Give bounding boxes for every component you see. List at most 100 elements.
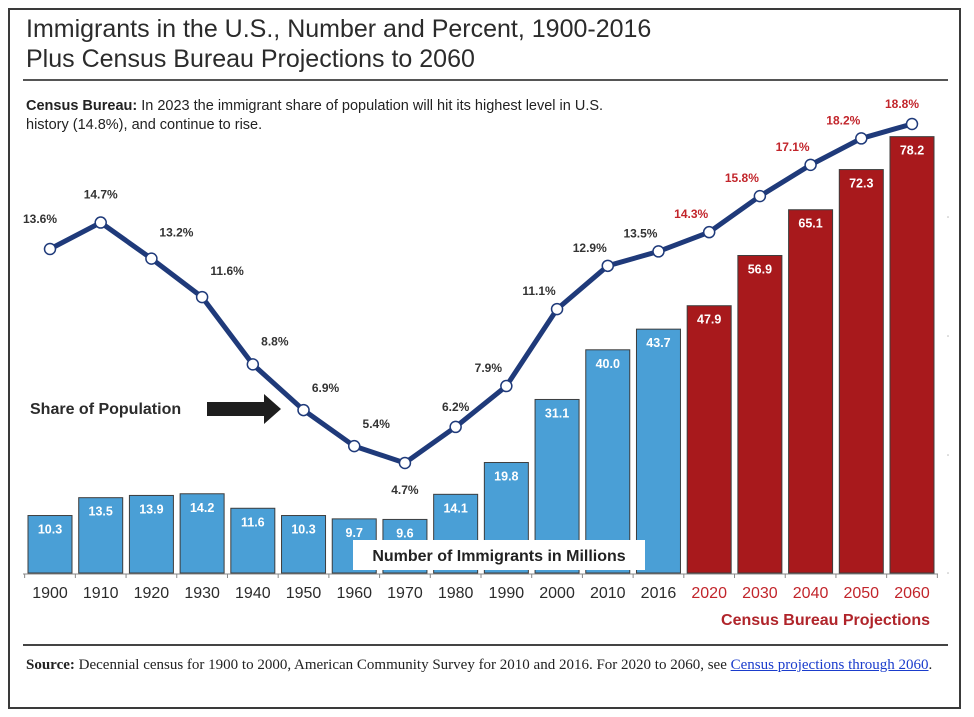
- bar-1940: [230, 507, 276, 574]
- share-point-1960: [347, 439, 361, 453]
- x-tick-label-2050: 2050: [843, 585, 879, 602]
- census-projections-link[interactable]: Census projections through 2060: [730, 657, 929, 673]
- share-point-1910: [94, 216, 107, 229]
- share-point-1940: [246, 358, 260, 371]
- x-tick-label-1930: 1930: [184, 585, 220, 602]
- bar-label-1900: 10.3: [38, 523, 62, 537]
- share-label-1950: 6.9%: [312, 381, 340, 395]
- bar-1920: [128, 494, 174, 574]
- bars-series-label: Number of Immigrants in Millions: [372, 548, 625, 565]
- bar-2016: [635, 328, 681, 574]
- share-point-2050: [855, 132, 868, 145]
- source-divider: [23, 644, 948, 646]
- share-point-1920: [145, 252, 158, 265]
- source-note: Source: Decennial census for 1900 to 200…: [26, 655, 941, 675]
- bar-2020: [686, 305, 732, 574]
- bar-label-2016: 43.7: [646, 336, 670, 350]
- bar-2060: [889, 136, 935, 574]
- bar-1910: [78, 497, 124, 574]
- x-tick-label-1920: 1920: [134, 585, 170, 602]
- title-divider: [23, 79, 948, 81]
- x-tick-label-1960: 1960: [336, 585, 372, 602]
- share-label-2020: 14.3%: [674, 207, 708, 221]
- x-tick-label-2040: 2040: [793, 585, 829, 602]
- bar-label-1930: 14.2: [190, 501, 214, 515]
- title-line-2: Plus Census Bureau Projections to 2060: [26, 45, 475, 73]
- bar-label-2040: 65.1: [798, 217, 822, 231]
- share-label-2050: 18.2%: [826, 113, 860, 127]
- share-label-2030: 15.8%: [725, 171, 759, 185]
- share-label-2016: 13.5%: [623, 226, 657, 240]
- bar-label-1960: 9.7: [346, 526, 363, 540]
- bar-2010: [585, 349, 631, 574]
- share-label-1990: 7.9%: [475, 361, 503, 375]
- bar-label-2060: 78.2: [900, 144, 924, 158]
- bar-1930: [179, 493, 225, 574]
- note-label: Census Bureau:: [26, 98, 138, 114]
- arrow-right-icon: [207, 394, 281, 424]
- y-axis-tick: [947, 216, 949, 218]
- bar-2050: [838, 169, 884, 574]
- census-note: Census Bureau: In 2023 the immigrant sha…: [26, 97, 646, 135]
- share-label-1920: 13.2%: [159, 226, 193, 240]
- x-tick-label-2020: 2020: [691, 585, 727, 602]
- x-tick-label-2000: 2000: [539, 585, 575, 602]
- x-tick-label-1950: 1950: [286, 585, 322, 602]
- x-tick-label-1980: 1980: [438, 585, 474, 602]
- bar-label-1980: 14.1: [443, 501, 467, 515]
- x-tick-label-2030: 2030: [742, 585, 778, 602]
- share-point-2030: [753, 189, 767, 203]
- bar-label-2010: 40.0: [596, 357, 620, 371]
- share-label-2040: 17.1%: [776, 140, 810, 154]
- bar-label-1970: 9.6: [396, 526, 413, 540]
- share-point-1990: [500, 379, 513, 393]
- bars-series-label-box: [353, 540, 645, 570]
- y-axis-tick: [947, 572, 949, 574]
- share-label-2060: 18.8%: [885, 97, 919, 111]
- bar-label-1990: 19.8: [494, 470, 518, 484]
- share-point-2060: [905, 117, 919, 131]
- share-point-1950: [297, 403, 310, 417]
- x-tick-label-1990: 1990: [489, 585, 525, 602]
- x-tick-label-1900: 1900: [32, 585, 68, 602]
- bar-2040: [788, 209, 834, 574]
- share-label-2000: 11.1%: [522, 284, 556, 298]
- source-label: Source:: [26, 657, 75, 673]
- x-tick-label-2016: 2016: [641, 585, 677, 602]
- y-axis-tick: [947, 454, 949, 456]
- share-label-1910: 14.7%: [84, 188, 118, 202]
- share-label-1960: 5.4%: [363, 417, 391, 431]
- bar-label-1920: 13.9: [139, 502, 163, 516]
- source-end: .: [928, 657, 933, 673]
- title-line-1: Immigrants in the U.S., Number and Perce…: [26, 15, 652, 43]
- share-label-1970: 4.7%: [391, 483, 419, 497]
- share-point-1980: [449, 420, 462, 434]
- bar-label-2000: 31.1: [545, 406, 569, 420]
- share-point-2020: [702, 225, 716, 239]
- share-point-2016: [652, 245, 665, 258]
- note-text: In 2023 the immigrant share of populatio…: [26, 98, 604, 133]
- bar-1950: [281, 515, 327, 574]
- x-tick-label-1970: 1970: [387, 585, 423, 602]
- share-point-1970: [398, 456, 412, 470]
- bar-2030: [737, 254, 783, 574]
- source-text: Decennial census for 1900 to 2000, Ameri…: [74, 657, 731, 673]
- bar-label-1940: 11.6: [241, 515, 265, 529]
- x-tick-label-1910: 1910: [83, 585, 119, 602]
- bar-label-2050: 72.3: [849, 177, 873, 191]
- share-point-2040: [804, 158, 817, 172]
- bar-1900: [27, 515, 73, 574]
- x-tick-label-2060: 2060: [894, 585, 930, 602]
- share-point-2010: [601, 259, 615, 273]
- projections-label: Census Bureau Projections: [721, 612, 930, 629]
- share-point-1900: [43, 242, 57, 256]
- share-label-1940: 8.8%: [261, 334, 289, 348]
- bar-label-1910: 13.5: [89, 505, 113, 519]
- bar-label-2030: 56.9: [748, 262, 772, 276]
- share-series-label: Share of Population: [30, 401, 181, 418]
- share-label-1930: 11.6%: [210, 264, 244, 278]
- y-axis-tick: [947, 335, 949, 337]
- chart-title: Immigrants in the U.S., Number and Perce…: [26, 14, 651, 74]
- bar-label-1950: 10.3: [291, 523, 315, 537]
